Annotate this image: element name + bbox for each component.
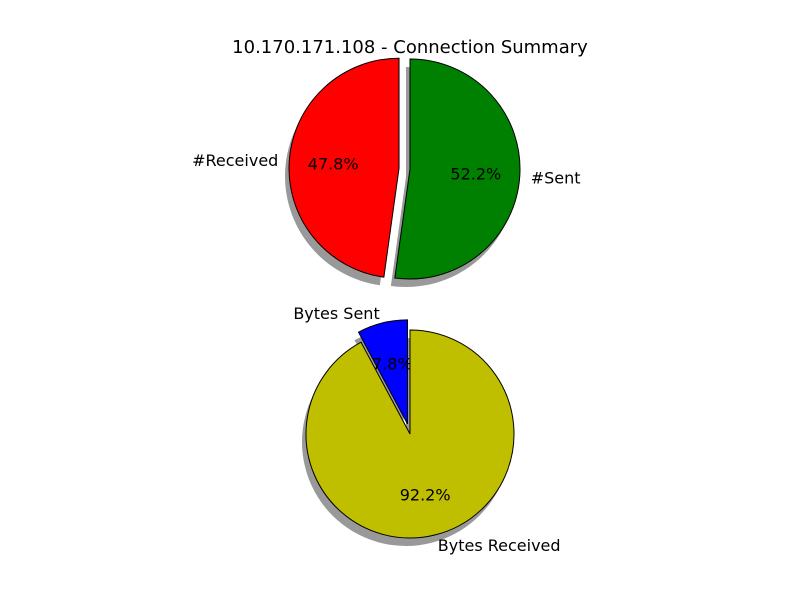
chart-title: 10.170.171.108 - Connection Summary — [232, 37, 588, 58]
pct-label-received: 47.8% — [308, 155, 359, 174]
pie-connections: 47.8% #Received 52.2% #Sent — [192, 57, 581, 287]
slice-label-sent: #Sent — [531, 168, 581, 187]
slice-bytes-received — [305, 329, 515, 539]
slice-sent — [394, 58, 521, 280]
slice-label-received: #Received — [192, 151, 278, 170]
pie-bytes: 7.8% Bytes Sent 92.2% Bytes Received — [293, 304, 560, 555]
pct-label-bytes-sent: 7.8% — [372, 354, 413, 373]
pct-label-sent: 52.2% — [450, 165, 501, 184]
pct-label-bytes-received: 92.2% — [400, 486, 451, 505]
slice-label-bytes-received: Bytes Received — [438, 536, 561, 555]
slice-received — [288, 57, 400, 278]
slice-label-bytes-sent: Bytes Sent — [293, 304, 379, 323]
slice-bytes-sent — [357, 319, 408, 425]
